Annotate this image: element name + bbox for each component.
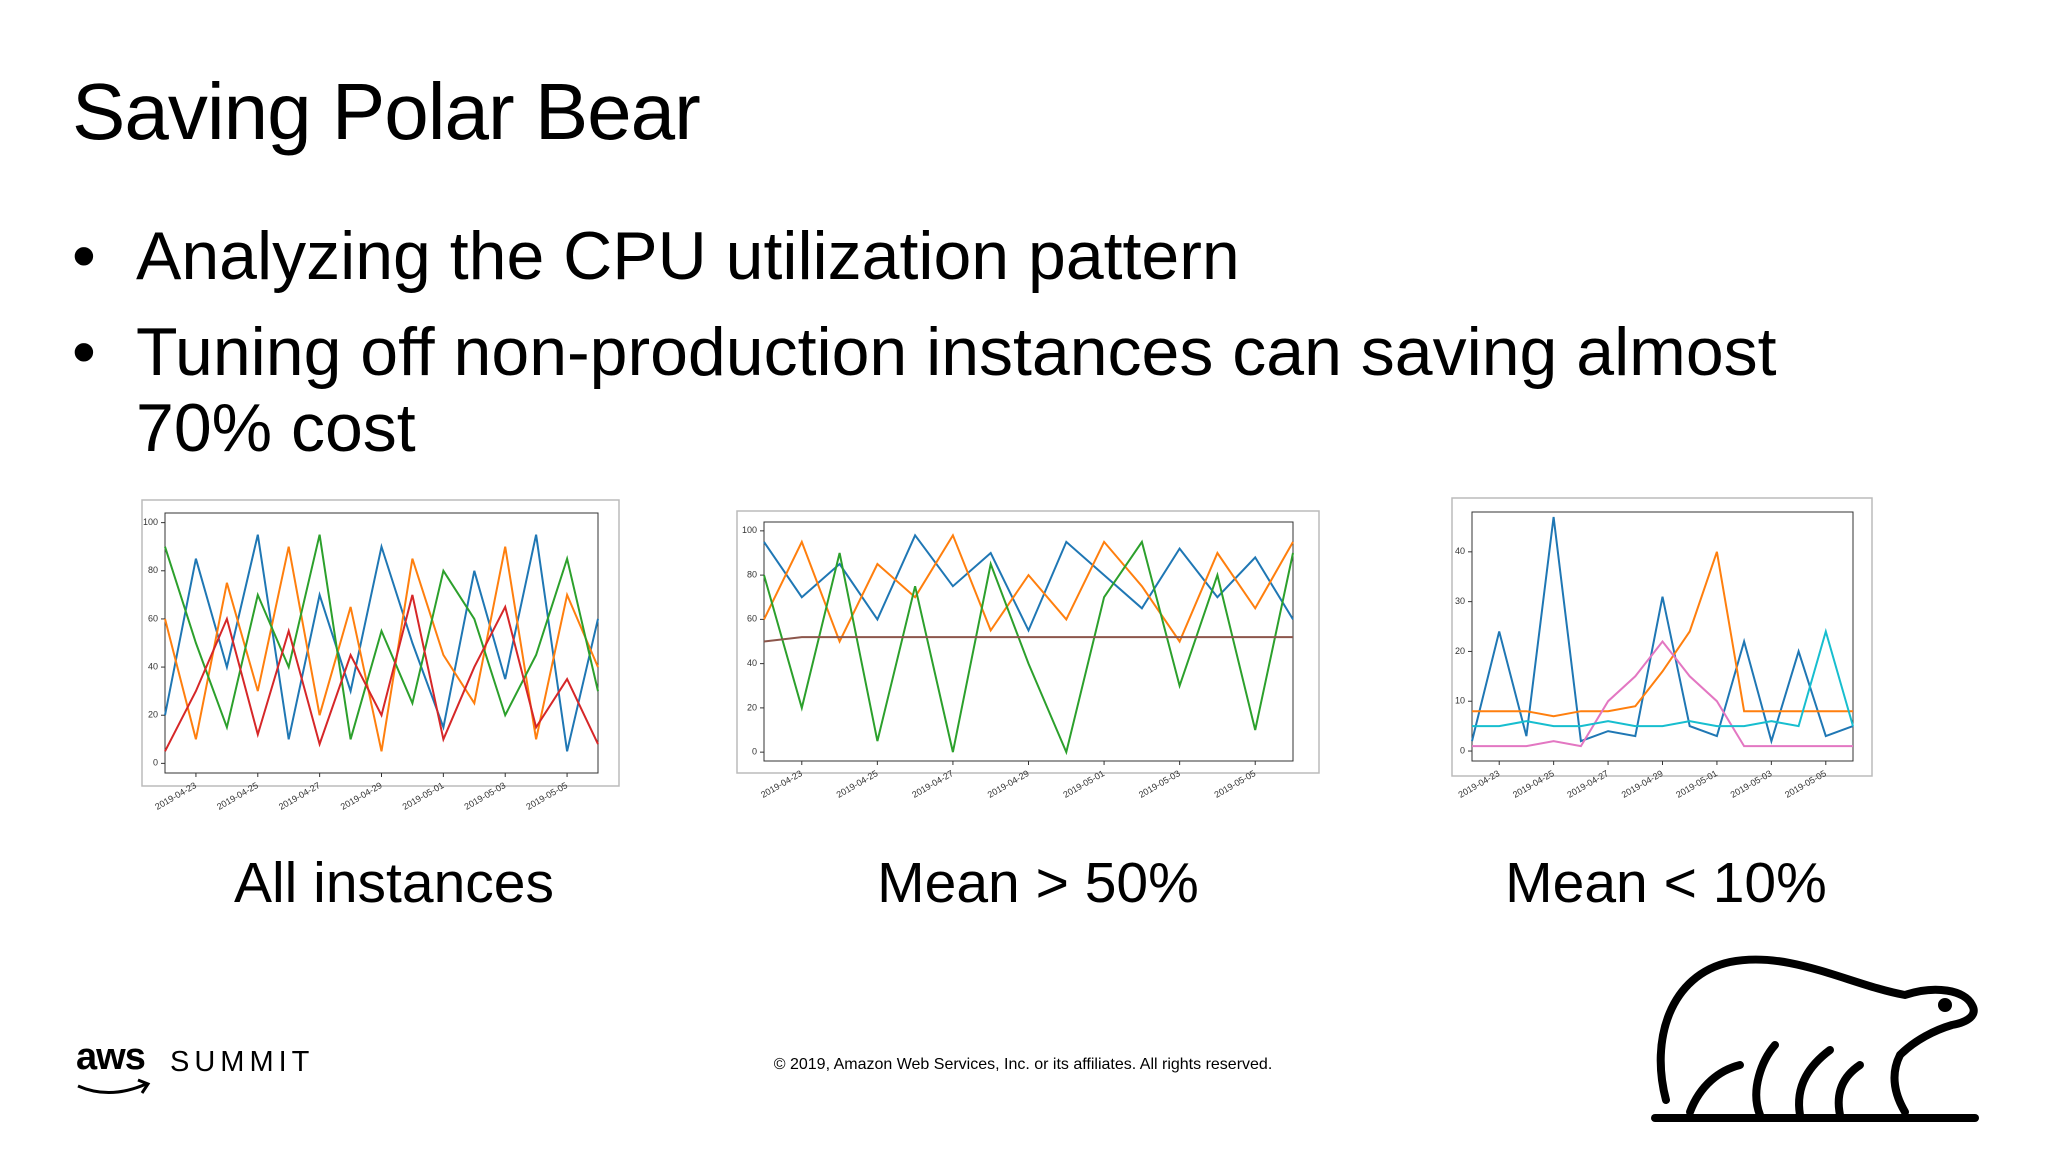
series-line [763,636,1293,643]
chart-caption: Mean > 50% [877,851,1199,915]
slide-title: Saving Polar Bear [72,67,701,156]
y-tick-label: 20 [148,710,158,720]
chart-caption: All instances [234,851,554,915]
bullet-text: Analyzing the CPU utilization pattern [136,218,1240,294]
series-line [164,534,599,752]
bullet-text: Tuning off non-production instances can … [136,314,1777,466]
y-tick-label: 0 [752,747,757,757]
series-line [763,539,1294,756]
chart-frame [1451,497,1873,777]
copyright: © 2019, Amazon Web Services, Inc. or its… [773,1056,1273,1073]
chart-caption: Mean < 10% [1505,851,1827,915]
series-line [164,534,599,740]
polar-bear-icon [1651,955,1979,1122]
y-tick-label: 60 [747,614,757,624]
series-line [1472,639,1853,748]
y-tick-label: 10 [1455,696,1465,706]
y-tick-label: 100 [742,525,757,535]
y-tick-label: 40 [1455,546,1465,556]
event-name: SUMMIT [170,1046,315,1078]
y-tick-label: 0 [153,758,158,768]
series-line [1471,516,1854,745]
series-line [164,594,599,752]
y-tick-label: 80 [747,569,757,579]
y-tick-label: 100 [143,517,158,527]
chart-frame [736,510,1320,774]
aws-smile [77,1078,151,1095]
y-tick-label: 20 [1455,646,1465,656]
y-tick-label: 40 [747,658,757,668]
y-tick-label: 30 [1455,596,1465,606]
y-tick-label: 40 [148,661,158,671]
y-tick-label: 60 [148,613,158,623]
y-tick-label: 80 [148,565,158,575]
aws-logo: aws [76,1036,146,1078]
y-tick-label: 20 [747,702,757,712]
y-tick-label: 0 [1460,745,1465,755]
series-line [1472,551,1853,718]
series-line [1472,627,1854,728]
